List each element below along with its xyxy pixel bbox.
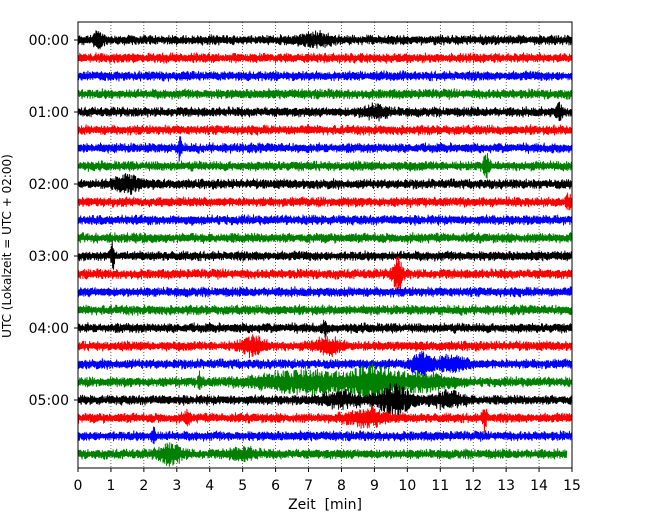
seismogram-row-0245 (77, 232, 573, 244)
seismogram-row-0430 (77, 350, 573, 377)
seismogram-row-0300 (77, 240, 573, 270)
y-tick-label: 02:00 (29, 177, 69, 193)
seismogram-row-0545 (77, 442, 568, 467)
x-tick-label: 0 (74, 478, 83, 494)
seismogram-row-0530 (77, 426, 573, 445)
x-tick-label: 2 (139, 478, 148, 494)
seismogram-row-0015 (77, 52, 573, 64)
seismogram-row-0115 (77, 124, 573, 136)
x-tick-label: 5 (238, 478, 247, 494)
x-tick-label: 11 (431, 478, 449, 494)
y-tick-label: 01:00 (29, 105, 69, 121)
seismogram-row-0515 (77, 406, 573, 433)
seismogram-row-0145 (77, 152, 573, 179)
seismogram-row-0345 (77, 304, 573, 316)
seismogram-row-0000 (77, 30, 573, 50)
x-tick-label: 3 (172, 478, 181, 494)
x-tick-label: 14 (530, 478, 548, 494)
seismogram-row-0415 (77, 334, 573, 359)
x-axis-ticks: 0 1 2 3 4 5 6 7 8 9 10 11 12 13 14 15 (74, 468, 581, 494)
plot-frame (77, 21, 573, 469)
x-tick-label: 13 (497, 478, 515, 494)
seismogram-row-0330 (77, 286, 573, 298)
x-axis-label: Zeit [min] (288, 497, 362, 513)
x-tick-label: 6 (271, 478, 280, 494)
seismogram-row-0045 (77, 88, 573, 100)
seismogram-traces (77, 30, 573, 467)
seismogram-row-0130 (77, 136, 573, 162)
seismogram-row-0400 (77, 319, 573, 338)
seismogram-row-0230 (77, 214, 573, 226)
seismogram-row-0215 (77, 192, 573, 211)
x-tick-label: 8 (337, 478, 346, 494)
seismogram-row-0315 (77, 256, 573, 294)
x-tick-label: 9 (370, 478, 379, 494)
seismogram-row-0445 (77, 362, 573, 401)
seismogram-row-0200 (77, 173, 573, 195)
x-tick-label: 4 (205, 478, 214, 494)
seismogram-row-0030 (77, 70, 573, 82)
x-tick-label: 1 (106, 478, 115, 494)
y-tick-label: 05:00 (29, 393, 69, 409)
x-tick-label: 10 (398, 478, 416, 494)
y-axis-label: UTC (Lokalzeit = UTC + 02:00) (0, 154, 14, 338)
x-tick-label: 15 (563, 478, 581, 494)
y-tick-label: 00:00 (29, 33, 69, 49)
y-axis-ticks: 00:00 01:00 02:00 03:00 04:00 05:00 (29, 33, 78, 409)
seismogram-row-0100 (77, 101, 573, 122)
y-tick-label: 04:00 (29, 321, 69, 337)
x-tick-label: 7 (304, 478, 313, 494)
seismogram-row-0500 (77, 383, 573, 417)
y-tick-label: 03:00 (29, 249, 69, 265)
x-tick-label: 12 (464, 478, 482, 494)
x-grid (110, 22, 540, 468)
